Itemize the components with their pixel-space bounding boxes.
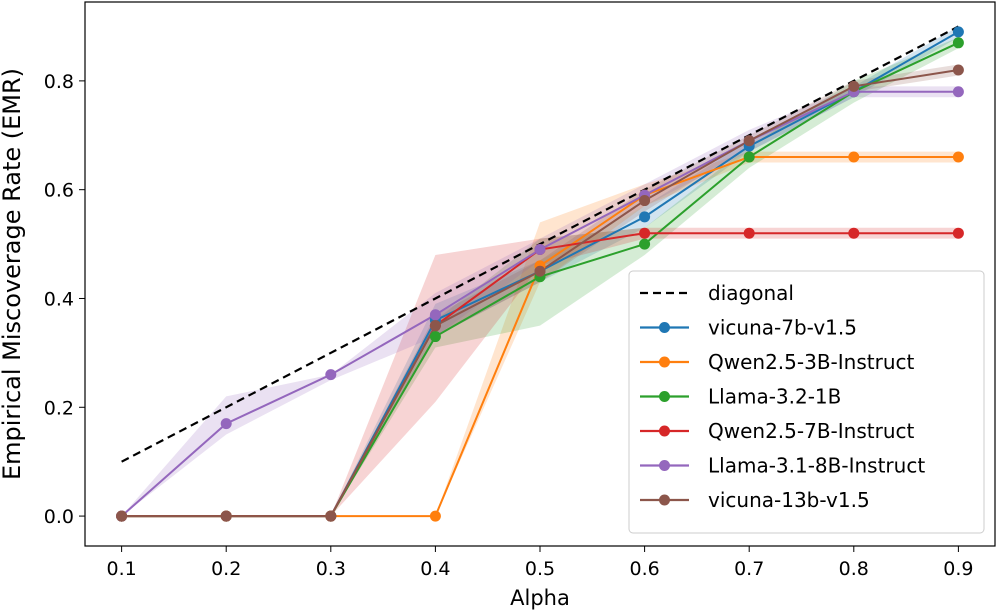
data-point (952, 227, 964, 239)
legend-label: vicuna-7b-v1.5 (708, 316, 857, 340)
legend-swatch-marker (659, 322, 670, 333)
legend-swatch-marker (659, 391, 670, 402)
data-point (848, 151, 860, 163)
data-point (743, 151, 755, 163)
data-point (534, 265, 546, 277)
y-tick-label: 0.0 (44, 506, 74, 528)
x-axis-ticks: 0.1 0.2 0.3 0.4 0.5 0.6 0.7 0.8 0.9 (106, 546, 974, 580)
data-point (743, 227, 755, 239)
data-point (220, 418, 232, 430)
x-tick-label: 0.3 (316, 558, 346, 580)
x-tick-label: 0.9 (943, 558, 973, 580)
legend-label: Llama-3.2-1B (708, 385, 841, 409)
y-tick-label: 0.4 (44, 288, 74, 310)
x-tick-label: 0.7 (734, 558, 764, 580)
data-point (639, 211, 651, 223)
legend-swatch-marker (659, 356, 670, 368)
data-point (848, 80, 860, 92)
legend-label: Qwen2.5-3B-Instruct (708, 350, 914, 374)
legend-label: diagonal (708, 281, 794, 305)
data-point (639, 227, 651, 239)
data-point (639, 195, 651, 207)
legend-label: vicuna-13b-v1.5 (708, 488, 870, 512)
data-point (429, 320, 441, 332)
x-tick-label: 0.4 (420, 558, 450, 580)
legend: diagonal vicuna-7b-v1.5 Qwen2.5-3B-Instruc… (628, 270, 985, 534)
data-point (639, 238, 651, 250)
legend-swatch-marker (659, 494, 670, 506)
y-tick-label: 0.8 (44, 71, 74, 93)
data-point (952, 86, 964, 98)
x-tick-label: 0.8 (839, 558, 869, 580)
band-1 (121, 151, 959, 517)
data-point (952, 26, 964, 38)
legend-box (628, 270, 985, 534)
legend-label: Qwen2.5-7B-Instruct (708, 419, 914, 443)
data-point (743, 135, 755, 147)
legend-swatch-marker (659, 425, 670, 437)
data-point (325, 369, 337, 381)
data-point (429, 309, 441, 321)
data-point (952, 151, 964, 163)
x-tick-label: 0.2 (211, 558, 241, 580)
data-point (952, 37, 964, 49)
data-point (534, 244, 546, 256)
y-axis-label: Empirical Miscoverage Rate (EMR) (0, 68, 26, 480)
data-point (429, 331, 441, 343)
y-tick-label: 0.6 (44, 180, 74, 202)
series-markers (116, 26, 964, 522)
x-axis-label: Alpha (510, 586, 570, 610)
legend-label: Llama-3.1-8B-Instruct (708, 454, 925, 478)
data-point (116, 510, 128, 522)
x-tick-label: 0.5 (525, 558, 555, 580)
x-tick-label: 0.6 (629, 558, 659, 580)
data-point (325, 510, 337, 522)
data-point (952, 64, 964, 76)
legend-swatch-marker (659, 460, 670, 471)
y-axis-ticks: 0.0 0.2 0.4 0.6 0.8 (44, 71, 85, 528)
data-point (848, 227, 860, 239)
y-tick-label: 0.2 (44, 397, 74, 419)
data-point (429, 510, 441, 522)
x-tick-label: 0.1 (106, 558, 136, 580)
data-point (220, 510, 232, 522)
